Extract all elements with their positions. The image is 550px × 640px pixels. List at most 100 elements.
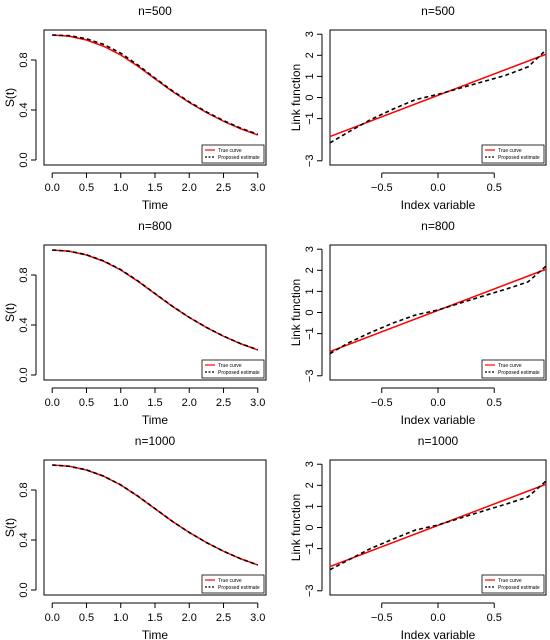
legend-estimate-label: Proposed estimate (218, 155, 260, 161)
panel-title: n=1000 (135, 434, 176, 448)
proposed-estimate-line (52, 34, 259, 136)
proposed-estimate-line (329, 265, 547, 355)
x-tick-label: −0.5 (371, 612, 393, 624)
y-tick-label: 0.0 (18, 152, 30, 167)
x-tick-label: 2.5 (216, 612, 231, 624)
y-tick-label: −1 (304, 542, 316, 555)
x-tick-label: −0.5 (371, 182, 393, 194)
y-tick-label: 0.8 (18, 482, 30, 497)
y-axis-label: S(t) (3, 303, 17, 322)
x-tick-label: 0.5 (487, 612, 502, 624)
legend-box (481, 574, 545, 594)
legend-estimate-label: Proposed estimate (218, 585, 260, 591)
plot-frame (329, 244, 547, 381)
plot-frame (329, 29, 547, 166)
y-tick-label: 0.4 (18, 317, 30, 332)
legend-box (201, 574, 265, 594)
x-axis-label: Index variable (401, 413, 476, 427)
x-tick-label: 0.5 (487, 397, 502, 409)
panel-title: n=500 (138, 4, 172, 18)
y-tick-label: 2 (304, 52, 316, 58)
y-tick-label: 2 (304, 482, 316, 488)
x-tick-label: 0.0 (430, 397, 445, 409)
y-tick-label: 3 (304, 461, 316, 467)
proposed-estimate-line (52, 464, 259, 566)
proposed-estimate-line (329, 480, 547, 571)
x-tick-label: 1.5 (147, 397, 162, 409)
y-tick-label: 0.4 (18, 102, 30, 117)
x-tick-label: 0.0 (45, 182, 60, 194)
panel-title: n=500 (421, 4, 455, 18)
panel-title: n=800 (421, 219, 455, 233)
y-axis-label: Link function (289, 64, 303, 131)
y-axis-label: Link function (289, 494, 303, 561)
legend-true-label: True curve (218, 363, 242, 369)
legend-estimate-label: Proposed estimate (498, 370, 540, 376)
legend-box (481, 144, 545, 164)
x-tick-label: 3.0 (250, 182, 265, 194)
y-tick-label: 0.0 (18, 582, 30, 597)
x-axis-label: Time (142, 628, 169, 640)
legend-estimate-label: Proposed estimate (498, 585, 540, 591)
y-tick-label: 1 (304, 288, 316, 294)
x-tick-label: 2.0 (182, 397, 197, 409)
y-axis-label: S(t) (3, 88, 17, 107)
proposed-estimate-line (329, 49, 547, 144)
x-tick-label: 3.0 (250, 612, 265, 624)
x-tick-label: 2.5 (216, 397, 231, 409)
panel-6: n=1000 −0.5 0.0 0.5 Index variable −3 −1 0 1 2 3 Li… (289, 434, 547, 640)
x-tick-label: 0.5 (79, 612, 94, 624)
plot-frame (329, 459, 547, 596)
y-tick-label: 0 (304, 94, 316, 100)
panel-title: n=1000 (418, 434, 459, 448)
x-tick-label: 1.0 (113, 612, 128, 624)
y-tick-label: −1 (304, 327, 316, 340)
x-axis-label: Index variable (401, 628, 476, 640)
x-tick-label: 1.5 (147, 612, 162, 624)
x-tick-label: 1.0 (113, 397, 128, 409)
plot-frame (43, 244, 267, 381)
x-axis-label: Time (142, 413, 169, 427)
y-tick-label: 0 (304, 309, 316, 315)
panel-3: n=800 0.0 0.5 1.0 1.5 2.0 2.5 3.0 Time 0.0 0.4 0.8 S… (3, 219, 267, 427)
panel-1: n=500 0.0 0.5 1.0 1.5 2.0 2.5 3.0 Time 0.0 0.4 0.8 S… (3, 4, 267, 212)
x-tick-label: 0.5 (487, 182, 502, 194)
legend-estimate-label: Proposed estimate (498, 155, 540, 161)
y-tick-label: −3 (304, 370, 316, 383)
y-axis-label: S(t) (3, 518, 17, 537)
legend-box (481, 359, 545, 379)
y-tick-label: 1 (304, 73, 316, 79)
x-tick-label: −0.5 (371, 397, 393, 409)
legend-box (201, 144, 265, 164)
y-tick-label: 3 (304, 31, 316, 37)
true-curve-line (329, 483, 547, 568)
y-tick-label: −3 (304, 585, 316, 598)
true-curve-line (329, 268, 547, 353)
y-tick-label: 0.0 (18, 367, 30, 382)
proposed-estimate-line (52, 249, 259, 351)
y-tick-label: 2 (304, 267, 316, 273)
x-tick-label: 1.0 (113, 182, 128, 194)
x-tick-label: 2.0 (182, 182, 197, 194)
panel-2: n=500 −0.5 0.0 0.5 Index variable −3 −1 0 1 2 3 Lin… (289, 4, 547, 212)
y-tick-label: 0 (304, 524, 316, 530)
x-tick-label: 2.0 (182, 612, 197, 624)
x-tick-label: 0.0 (45, 612, 60, 624)
y-tick-label: 0.8 (18, 267, 30, 282)
true-curve-line (52, 464, 259, 566)
true-curve-line (52, 249, 259, 351)
panel-title: n=800 (138, 219, 172, 233)
y-tick-label: 1 (304, 503, 316, 509)
legend-box (201, 359, 265, 379)
x-tick-label: 0.5 (79, 182, 94, 194)
y-tick-label: −3 (304, 155, 316, 168)
legend-true-label: True curve (498, 148, 522, 154)
x-axis-label: Time (142, 198, 169, 212)
